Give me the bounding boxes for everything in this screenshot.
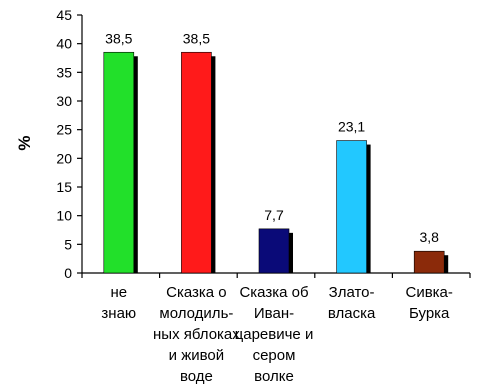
category-label: не знаю bbox=[101, 284, 136, 322]
y-tick-label: 15 bbox=[56, 179, 72, 195]
bar-value-label: 38,5 bbox=[105, 30, 132, 46]
category-label-line: Иван- bbox=[254, 305, 294, 322]
y-tick-label: 40 bbox=[56, 36, 72, 52]
category-label-line: знаю bbox=[101, 305, 136, 322]
category-label-line: волке bbox=[254, 368, 294, 385]
y-axis: 0 5 10 15 20 25 30 35 40 45 bbox=[56, 7, 83, 281]
category-label-line: ных яблоках bbox=[153, 326, 240, 343]
y-tick-label: 25 bbox=[56, 122, 72, 138]
category-label: Сказка об Иван-царевиче и сером волке bbox=[235, 284, 314, 385]
category-label-line: Злато- bbox=[329, 284, 375, 301]
bar bbox=[103, 51, 135, 274]
category-label-line: молодиль- bbox=[159, 305, 233, 322]
bar bbox=[258, 228, 290, 274]
bar-value-label: 7,7 bbox=[264, 207, 284, 223]
category-label-line: не bbox=[110, 284, 127, 301]
category-label: Сказка о молодиль-ных яблоках и живой воде bbox=[153, 284, 240, 385]
bar-value-label: 23,1 bbox=[338, 119, 365, 135]
category-label-line: сером bbox=[253, 347, 296, 364]
bars bbox=[103, 51, 449, 274]
category-label-line: царевиче и bbox=[235, 326, 314, 343]
bar-value-label: 3,8 bbox=[419, 229, 439, 245]
category-label-line: Сивка- bbox=[405, 284, 452, 301]
y-tick-label: 20 bbox=[56, 150, 72, 166]
category-label-line: Сказка об bbox=[239, 284, 308, 301]
y-tick-label: 35 bbox=[56, 64, 72, 80]
category-label: Сивка- Бурка bbox=[405, 284, 452, 322]
y-tick-label: 30 bbox=[56, 93, 72, 109]
bar-value-label: 38,5 bbox=[183, 30, 210, 46]
category-label-line: воде bbox=[180, 368, 213, 385]
y-tick-label: 5 bbox=[64, 236, 72, 252]
category-labels: не знаю Сказка о молодиль-ных яблоках и живо… bbox=[101, 284, 452, 385]
value-labels: 38,5 38,5 7,7 23,1 3,8 bbox=[105, 30, 439, 245]
bar bbox=[413, 250, 445, 274]
category-label-line: Бурка bbox=[409, 305, 450, 322]
category-label-line: власка bbox=[328, 305, 376, 322]
y-tick-label: 45 bbox=[56, 7, 72, 23]
y-tick-label: 0 bbox=[64, 265, 72, 281]
category-label: Злато-власка bbox=[328, 284, 376, 322]
bar bbox=[336, 140, 367, 274]
category-label-line: и живой bbox=[169, 347, 224, 364]
bar bbox=[181, 51, 212, 274]
x-axis bbox=[81, 272, 471, 278]
category-label-line: Сказка о bbox=[166, 284, 227, 301]
y-tick-label: 10 bbox=[56, 208, 72, 224]
y-axis-label: % bbox=[15, 135, 34, 150]
